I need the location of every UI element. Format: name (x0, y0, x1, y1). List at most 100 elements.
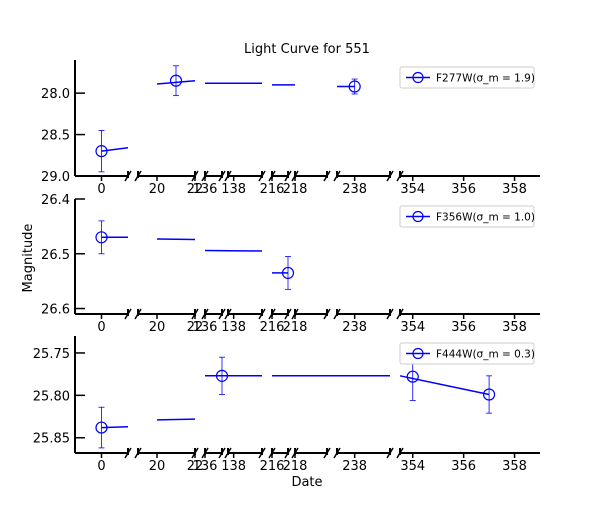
x-tick-label: 22 (187, 320, 204, 335)
axis-break-mark (201, 447, 209, 459)
axis-break-mark (284, 447, 292, 459)
x-tick-label: 354 (400, 320, 425, 335)
data-point (348, 80, 361, 93)
series-line (101, 147, 129, 152)
series-line (399, 375, 490, 396)
axis-break-mark (284, 308, 292, 320)
axis-break-mark (386, 170, 394, 182)
axis-break-mark (201, 170, 209, 182)
axis-break-mark (218, 447, 226, 459)
x-tick-label: 0 (97, 182, 105, 197)
axis-break-mark (284, 170, 292, 182)
axis-break-mark (386, 447, 394, 459)
y-tick-label: 29.0 (41, 170, 70, 185)
axis-break-mark (333, 447, 341, 459)
axis-break-mark (396, 308, 404, 320)
axis-break-mark (396, 447, 404, 459)
legend-label: F277W(σ_m = 1.9) (436, 73, 535, 85)
axis-break-mark (268, 447, 276, 459)
chart-title: Light Curve for 551 (244, 42, 370, 57)
axis-break-mark (218, 308, 226, 320)
axis-break-mark (218, 170, 226, 182)
axis-break-mark (258, 170, 266, 182)
legend-marker (412, 347, 424, 360)
axis-break-mark (258, 447, 266, 459)
axis-break-mark (191, 308, 199, 320)
x-tick-label: 0 (97, 320, 105, 335)
y-tick-label: 28.5 (41, 129, 70, 144)
x-tick-label: 356 (451, 320, 476, 335)
x-tick-label: 138 (221, 459, 246, 474)
y-tick-label: 25.80 (33, 389, 70, 404)
axis-break-mark (396, 170, 404, 182)
axis-break-mark (134, 308, 142, 320)
x-tick-label: 238 (342, 320, 367, 335)
x-axis-label: Date (291, 475, 322, 490)
x-tick-label: 354 (400, 182, 425, 197)
x-tick-label: 358 (502, 459, 527, 474)
y-tick-label: 26.6 (41, 303, 70, 318)
x-tick-label: 238 (342, 182, 367, 197)
x-tick-label: 238 (342, 459, 367, 474)
axis-break-mark (191, 447, 199, 459)
axis-break-mark (291, 170, 299, 182)
x-tick-label: 22 (187, 182, 204, 197)
x-tick-label: 0 (97, 459, 105, 474)
data-point (406, 370, 419, 383)
y-tick-label: 26.4 (41, 193, 70, 208)
legend-label: F444W(σ_m = 0.3) (436, 349, 535, 361)
axis-break-mark (124, 170, 132, 182)
series-line (156, 238, 196, 241)
x-tick-label: 20 (149, 182, 166, 197)
axis-break-mark (291, 308, 299, 320)
y-tick-label: 25.85 (33, 432, 70, 447)
axis-break-mark (323, 170, 331, 182)
y-tick-label: 25.75 (33, 347, 70, 362)
x-tick-label: 354 (400, 459, 425, 474)
x-tick-label: 136 (193, 182, 218, 197)
data-point (215, 369, 229, 382)
axis-break-mark (134, 447, 142, 459)
x-tick-label: 22 (187, 459, 204, 474)
legend-box (399, 342, 535, 365)
legend-marker (412, 210, 424, 223)
x-tick-label: 138 (221, 182, 246, 197)
x-tick-label: 20 (149, 459, 166, 474)
x-tick-label: 138 (221, 320, 246, 335)
x-tick-label: 218 (283, 320, 308, 335)
x-tick-label: 20 (149, 320, 166, 335)
axis-break-mark (291, 447, 299, 459)
data-point (482, 388, 496, 401)
axis-break-mark (268, 170, 276, 182)
x-tick-label: 356 (451, 182, 476, 197)
series-line (204, 249, 263, 252)
legend-label: F356W(σ_m = 1.0) (436, 212, 535, 224)
axis-break-mark (124, 308, 132, 320)
axis-break-mark (224, 170, 232, 182)
axis-break-mark (323, 308, 331, 320)
x-tick-label: 136 (193, 459, 218, 474)
x-tick-label: 136 (193, 320, 218, 335)
axis-break-mark (268, 308, 276, 320)
axis-break-mark (134, 170, 142, 182)
series-line (101, 425, 129, 429)
legend-box (399, 66, 535, 89)
x-tick-label: 218 (283, 459, 308, 474)
axis-break-mark (333, 308, 341, 320)
data-point (281, 266, 295, 280)
data-point (95, 421, 108, 434)
x-tick-label: 356 (451, 459, 476, 474)
x-tick-label: 216 (260, 182, 285, 197)
axis-break-mark (386, 308, 394, 320)
axis-break-mark (124, 447, 132, 459)
data-point (169, 74, 183, 87)
legend-marker (412, 71, 424, 84)
axis-break-mark (201, 308, 209, 320)
x-tick-label: 216 (260, 459, 285, 474)
y-tick-label: 26.5 (41, 248, 70, 263)
y-tick-label: 28.0 (41, 87, 70, 102)
